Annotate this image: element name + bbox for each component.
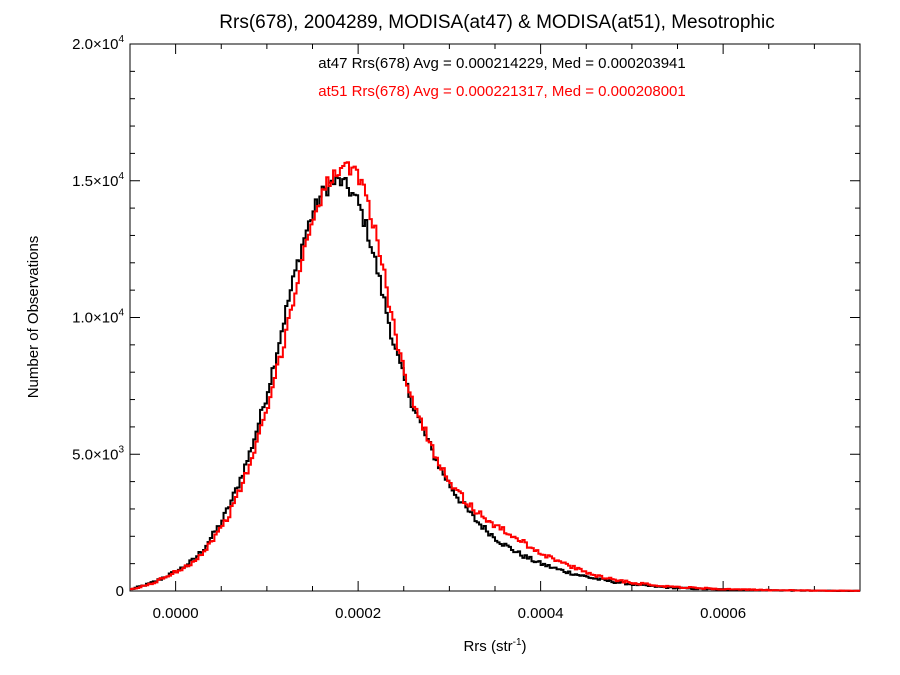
plot-frame bbox=[129, 43, 861, 592]
y-tick-label: 1.0×104 bbox=[72, 308, 124, 327]
y-axis-title: Number of Observations bbox=[25, 236, 42, 399]
x-tick-label: 0.0002 bbox=[335, 605, 381, 622]
series-layer bbox=[130, 161, 860, 592]
y-tick-label: 1.5×104 bbox=[72, 171, 124, 190]
x-axis-title: Rrs (str-1) bbox=[463, 637, 526, 655]
y-tick-label: 2.0×104 bbox=[72, 34, 124, 53]
x-tick-label: 0.0006 bbox=[700, 605, 746, 622]
x-tick-label: 0.0000 bbox=[153, 605, 199, 622]
x-axis-title-exp: -1 bbox=[513, 637, 522, 648]
y-axis-ticks: 0 5.0×103 1.0×104 1.5×104 2.0×104 bbox=[72, 34, 860, 600]
y-tick-label: 0 bbox=[116, 583, 124, 600]
x-tick-label: 0.0004 bbox=[518, 605, 564, 622]
histogram-series-0 bbox=[130, 175, 860, 592]
y-tick-label: 5.0×103 bbox=[72, 444, 124, 463]
x-axis-ticks: 0.0000 0.0002 0.0004 0.0006 bbox=[129, 44, 861, 622]
annotation-at47: at47 Rrs(678) Avg = 0.000214229, Med = 0… bbox=[318, 55, 686, 72]
annotation-at51: at51 Rrs(678) Avg = 0.000221317, Med = 0… bbox=[318, 83, 686, 100]
x-axis-title-main: Rrs (str bbox=[463, 638, 512, 655]
histogram-series-1 bbox=[130, 161, 860, 592]
chart-title: Rrs(678), 2004289, MODISA(at47) & MODISA… bbox=[219, 12, 774, 33]
x-axis-title-close: ) bbox=[522, 638, 527, 655]
